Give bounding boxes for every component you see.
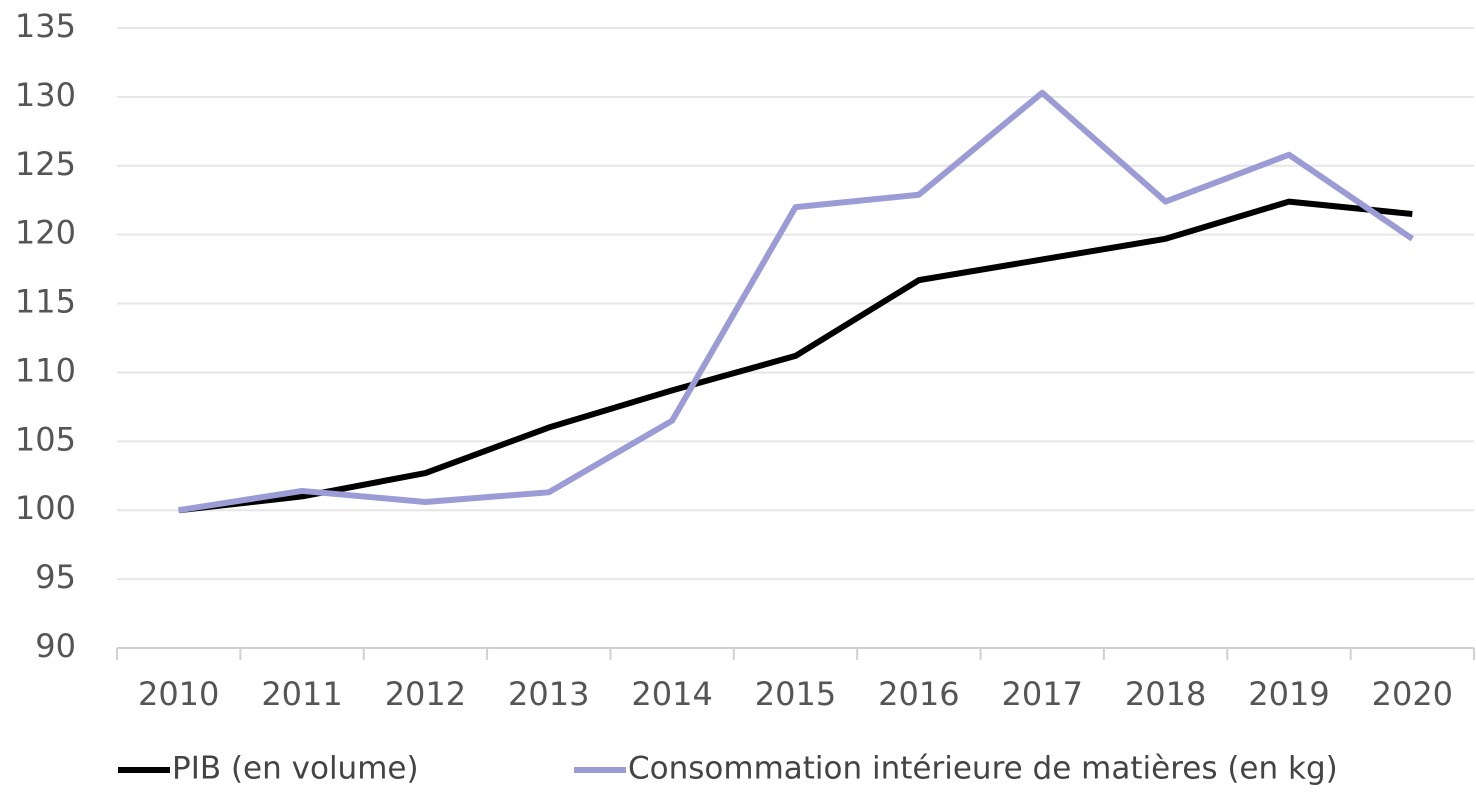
- x-tick-label: 2015: [755, 675, 836, 713]
- x-tick-label: 2011: [261, 675, 342, 713]
- legend-label: Consommation intérieure de matières (en …: [628, 751, 1338, 787]
- x-tick-label: 2019: [1248, 675, 1329, 713]
- x-tick-label: 2020: [1372, 675, 1453, 713]
- y-tick-label: 130: [15, 76, 76, 114]
- y-tick-label: 105: [15, 420, 76, 458]
- x-tick-label: 2014: [631, 675, 712, 713]
- legend-label: PIB (en volume): [172, 751, 419, 787]
- y-tick-label: 135: [15, 7, 76, 45]
- x-tick-label: 2013: [508, 675, 589, 713]
- x-tick-label: 2010: [138, 675, 219, 713]
- series-line: [178, 198, 1413, 514]
- y-tick-label: 95: [35, 558, 76, 596]
- y-tick-label: 120: [15, 214, 76, 252]
- y-tick-label: 125: [15, 145, 76, 183]
- y-tick-label: 90: [35, 627, 76, 665]
- series-line: [178, 89, 1415, 514]
- y-tick-label: 100: [15, 489, 76, 527]
- x-tick-label: 2012: [385, 675, 466, 713]
- x-tick-label: 2018: [1125, 675, 1206, 713]
- y-tick-label: 115: [15, 283, 76, 321]
- y-tick-label: 110: [15, 351, 76, 389]
- x-tick-label: 2017: [1002, 675, 1083, 713]
- x-tick-label: 2016: [878, 675, 959, 713]
